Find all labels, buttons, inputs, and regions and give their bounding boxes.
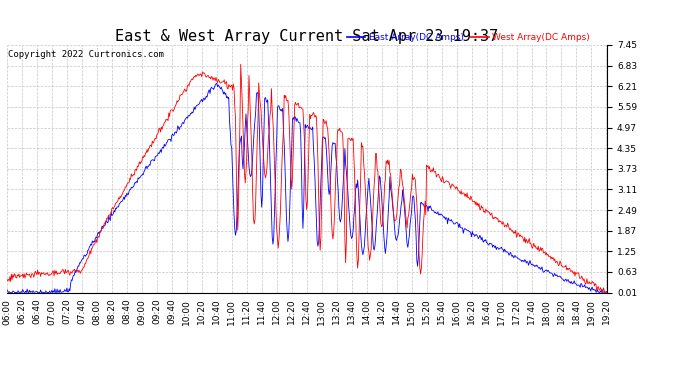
East Array(DC Amps) (244, 137, 252, 141)
East Array(DC Amps) (124, 192, 132, 197)
West Array(DC Amps) (248, 193, 257, 198)
West Array(DC Amps) (424, 166, 433, 171)
West Array(DC Amps) (123, 183, 131, 187)
West Array(DC Amps) (3, 279, 11, 284)
West Array(DC Amps) (601, 290, 609, 295)
West Array(DC Amps) (603, 290, 611, 295)
West Array(DC Amps) (270, 137, 278, 142)
Line: East Array(DC Amps): East Array(DC Amps) (7, 83, 607, 292)
East Array(DC Amps) (213, 81, 221, 86)
East Array(DC Amps) (3, 288, 11, 292)
Legend: East Array(DC Amps), West Array(DC Amps): East Array(DC Amps), West Array(DC Amps) (344, 30, 593, 46)
East Array(DC Amps) (427, 206, 435, 210)
Line: West Array(DC Amps): West Array(DC Amps) (7, 64, 607, 292)
East Array(DC Amps) (426, 206, 434, 210)
West Array(DC Amps) (243, 154, 251, 159)
West Array(DC Amps) (237, 62, 245, 66)
East Array(DC Amps) (249, 142, 257, 146)
Text: Copyright 2022 Curtronics.com: Copyright 2022 Curtronics.com (8, 50, 164, 59)
East Array(DC Amps) (603, 290, 611, 295)
East Array(DC Amps) (270, 212, 279, 217)
East Array(DC Amps) (4, 290, 12, 295)
Title: East & West Array Current Sat Apr 23 19:37: East & West Array Current Sat Apr 23 19:… (115, 29, 499, 44)
West Array(DC Amps) (426, 170, 435, 174)
